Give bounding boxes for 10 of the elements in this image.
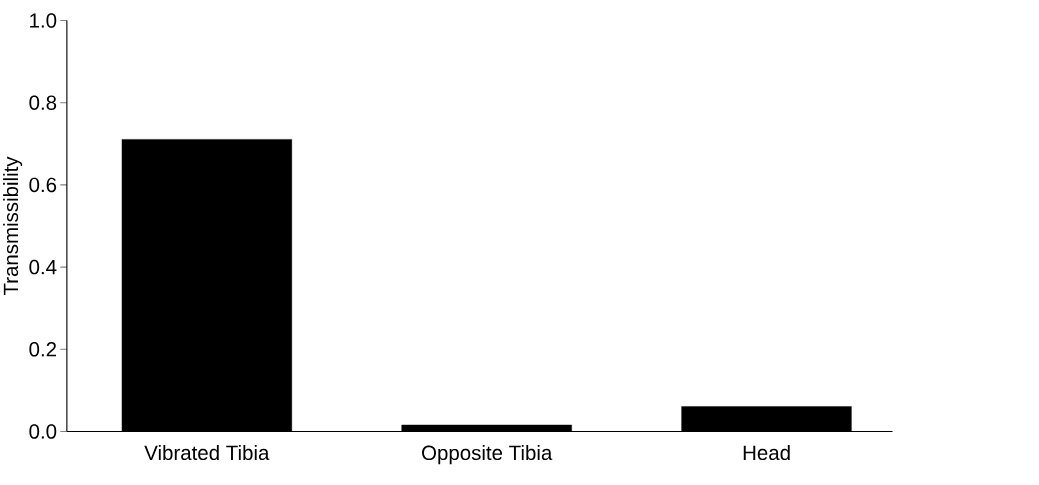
x-tick-label: Vibrated Tibia xyxy=(144,445,270,461)
y-tick-label: 0.0 xyxy=(29,424,57,439)
y-tick-label: 0.2 xyxy=(29,342,57,357)
y-tick-label: 1.0 xyxy=(30,13,57,28)
y-tick-label: 0.8 xyxy=(29,95,57,111)
y-tick-label: 0.4 xyxy=(29,259,57,275)
x-tick-label: Opposite Tibia xyxy=(422,445,553,465)
y-axis-title: Transmissibility xyxy=(3,156,23,296)
y-tick-label: 0.6 xyxy=(29,177,57,193)
x-tick-label: Head xyxy=(743,445,790,461)
